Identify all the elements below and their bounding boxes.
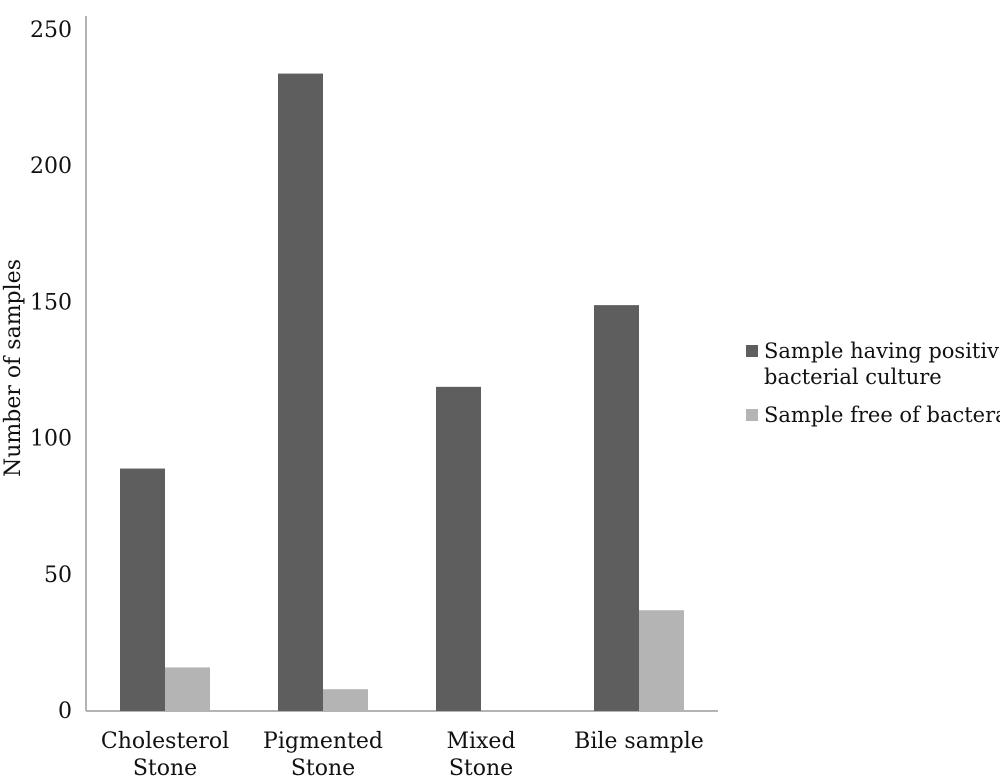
y-tick-label: 200 xyxy=(30,154,72,179)
bar xyxy=(323,689,368,711)
x-tick-label-line: Bile sample xyxy=(574,729,704,754)
x-tick-label: Cholesterol Stone xyxy=(101,729,229,780)
bar xyxy=(278,73,323,712)
bar xyxy=(639,610,684,711)
x-tick-label-line: Stone xyxy=(449,756,513,780)
x-tick-label-line: Mixed xyxy=(446,729,515,754)
y-tick-label: 0 xyxy=(58,699,72,724)
legend-swatch xyxy=(746,345,758,357)
x-tick-label-line: Cholesterol xyxy=(101,729,229,754)
x-tick-label: Pigmented Stone xyxy=(263,729,383,780)
x-tick-label: Bile sample xyxy=(574,729,704,754)
bar xyxy=(120,468,165,711)
y-axis-title: Number of samples xyxy=(1,259,26,477)
x-tick-label: Mixed Stone xyxy=(446,729,515,780)
x-tick-label-line: Stone xyxy=(133,756,197,780)
y-tick-label: 100 xyxy=(30,427,72,452)
bar xyxy=(436,386,481,711)
legend-swatch xyxy=(746,409,758,421)
bar xyxy=(165,667,210,711)
y-tick-labels: 0 50 100 150 200 250 xyxy=(30,18,72,724)
y-tick-label: 250 xyxy=(30,18,72,43)
x-tick-label-line: Stone xyxy=(291,756,355,780)
y-axis-label-group: Number of samples xyxy=(1,259,26,477)
legend-label: Sample having positive xyxy=(764,339,1000,363)
x-tick-label-line: Pigmented xyxy=(263,729,383,754)
y-tick-label: 50 xyxy=(44,563,72,588)
legend-label: Sample free of bactera xyxy=(764,403,1000,427)
bars xyxy=(120,73,684,712)
legend-label: bacterial culture xyxy=(764,365,942,389)
y-tick-label: 150 xyxy=(30,290,72,315)
bar xyxy=(594,305,639,711)
